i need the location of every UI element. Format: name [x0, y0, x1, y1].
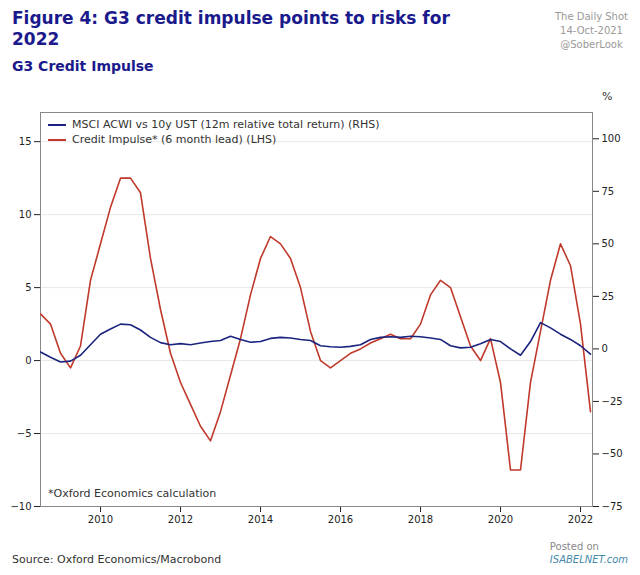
svg-text:10: 10	[19, 209, 32, 220]
svg-text:2010: 2010	[88, 514, 113, 525]
svg-text:25: 25	[602, 291, 615, 302]
svg-text:2016: 2016	[328, 514, 353, 525]
html-text:The Daily Shot: The Daily Shot	[555, 11, 628, 22]
svg-text:2012: 2012	[168, 514, 193, 525]
svg-text:75: 75	[602, 186, 615, 197]
svg-text:15: 15	[19, 136, 32, 147]
html-text:*Oxford Economics calculation: *Oxford Economics calculation	[48, 487, 217, 500]
html-text:Credit Impulse* (6 month lead): Credit Impulse* (6 month lead) (LHS)	[72, 133, 277, 146]
svg-text:−25: −25	[602, 396, 623, 407]
html-text:Source: Oxford Economics/Macro: Source: Oxford Economics/Macrobond	[12, 553, 222, 566]
svg-text:2014: 2014	[248, 514, 273, 525]
svg-text:100: 100	[602, 133, 621, 144]
html-text:Figure 4: G3 credit impulse po: Figure 4: G3 credit impulse points to ri…	[12, 8, 450, 49]
html-text:G3 Credit Impulse: G3 Credit Impulse	[12, 58, 154, 74]
svg-text:−50: −50	[602, 448, 623, 459]
svg-text:2018: 2018	[408, 514, 433, 525]
svg-text:50: 50	[602, 238, 615, 249]
html-text:14-Oct-2021: 14-Oct-2021	[560, 25, 623, 36]
html-text:@SoberLook: @SoberLook	[560, 39, 623, 50]
html-text:Posted on: Posted on	[549, 541, 599, 552]
svg-text:−5: −5	[17, 428, 32, 439]
svg-text:5: 5	[25, 282, 31, 293]
html-text:ISABELNET.com: ISABELNET.com	[549, 554, 628, 565]
svg-text:−75: −75	[602, 501, 623, 512]
html-text:MSCI ACWI vs 10y UST (12m rela: MSCI ACWI vs 10y UST (12m relative total…	[72, 118, 380, 131]
svg-text:0: 0	[602, 343, 608, 354]
svg-text:−10: −10	[10, 501, 31, 512]
svg-text:0: 0	[25, 355, 31, 366]
svg-text:2020: 2020	[488, 514, 513, 525]
svg-text:2022: 2022	[568, 514, 593, 525]
